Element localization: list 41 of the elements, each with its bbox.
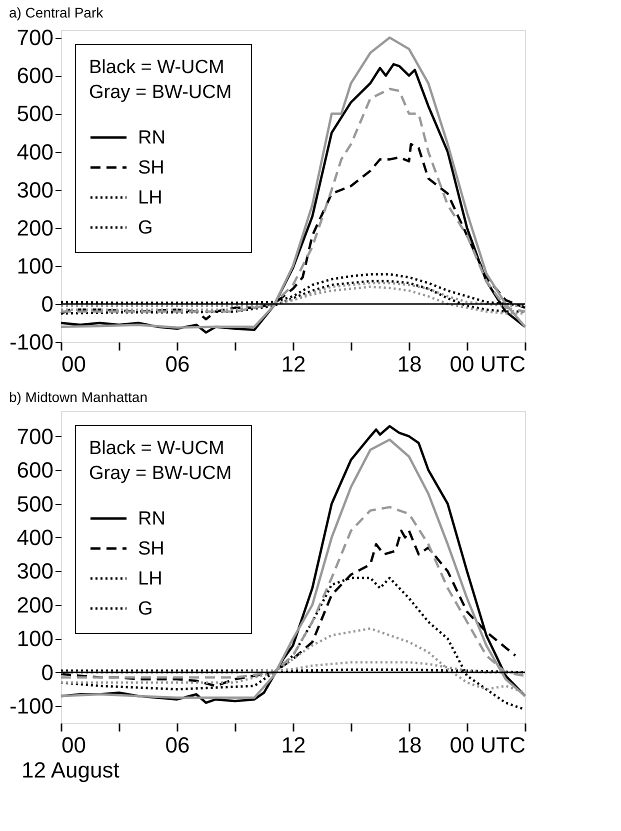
legend-label: G <box>138 598 153 620</box>
legend-label: RN <box>138 508 166 530</box>
chart-title: a) Central Park <box>8 4 104 21</box>
x-tick-label: 06 <box>165 732 190 758</box>
y-tick-label: 200 <box>16 215 54 240</box>
legend-title: Black = W-UCM Gray = BW-UCM <box>89 438 232 484</box>
x-tick-label: 06 <box>165 352 190 376</box>
y-tick-label: 300 <box>16 177 54 202</box>
legend-title: Black = W-UCM Gray = BW-UCM <box>89 57 232 103</box>
y-tick-label: 600 <box>16 458 54 483</box>
legend-label: RN <box>138 128 166 148</box>
legend-label: LH <box>138 188 162 208</box>
legend-label: SH <box>138 538 164 560</box>
legend-label: LH <box>138 568 162 590</box>
y-tick-label: 100 <box>16 626 54 652</box>
x-tick-label: 00 UTC <box>450 732 526 758</box>
legend-label: G <box>138 218 153 238</box>
chart-title: b) Midtown Manhattan <box>8 389 148 405</box>
x-axis-title: 12 August <box>22 758 120 782</box>
y-tick-label: 500 <box>16 491 54 516</box>
x-tick-label: 18 <box>397 732 422 758</box>
y-tick-label: 400 <box>16 524 54 550</box>
y-tick-label: 400 <box>16 139 54 164</box>
x-tick-label: 12 <box>281 352 306 376</box>
y-tick-label: 300 <box>16 558 54 584</box>
y-tick-label: 700 <box>16 25 54 50</box>
x-tick-label: 18 <box>397 352 422 376</box>
y-tick-label: 600 <box>16 63 54 88</box>
y-tick-label: 0 <box>41 660 54 685</box>
x-tick-label: 00 <box>62 352 86 376</box>
y-tick-label: 500 <box>16 101 54 126</box>
x-tick-label: 12 <box>281 732 306 758</box>
y-tick-label: 100 <box>16 253 54 278</box>
legend-label: SH <box>138 158 164 178</box>
x-tick-label: 00 <box>62 732 86 758</box>
y-tick-label: -100 <box>9 694 54 719</box>
y-tick-label: 700 <box>16 424 54 449</box>
x-tick-label: 00 UTC <box>450 352 526 376</box>
y-tick-label: 0 <box>41 291 54 316</box>
y-tick-label: -100 <box>9 330 54 354</box>
y-tick-label: 200 <box>16 592 54 618</box>
